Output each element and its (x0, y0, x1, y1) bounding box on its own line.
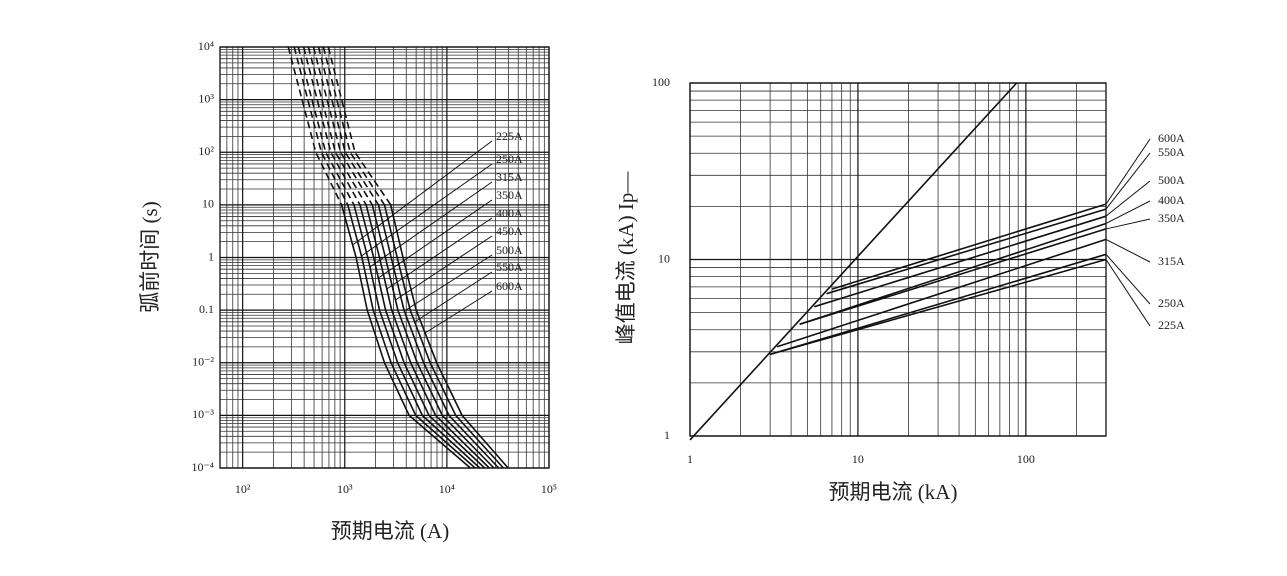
legend-label: 400A (496, 206, 523, 220)
curve (377, 204, 500, 469)
leader-line (1105, 200, 1151, 224)
curve (389, 204, 509, 469)
curve (347, 204, 476, 469)
x-tick-label: 10⁵ (541, 482, 557, 496)
legend-label: 315A (1158, 254, 1185, 268)
curve (799, 222, 1107, 325)
curve (776, 238, 1107, 348)
leader-line (1105, 253, 1151, 305)
leader-line (1105, 218, 1151, 230)
y-tick-label: 100 (652, 75, 670, 89)
y-tick-label: 10² (198, 144, 214, 158)
curve-dashed (322, 46, 386, 206)
legend-label: 315A (496, 170, 523, 184)
curve (799, 228, 1107, 325)
y-tick-label: 10³ (198, 91, 214, 105)
y-tick-label: 10⁻³ (192, 407, 214, 421)
leader-line (1105, 138, 1151, 205)
curve (365, 204, 490, 469)
x-axis-label: 预期电流 (kA) (829, 480, 958, 504)
curve (831, 203, 1107, 290)
y-axis-label: 弧前时间 (s) (138, 201, 162, 312)
legend-label: 550A (1158, 145, 1185, 159)
curve (340, 204, 471, 469)
curve (814, 215, 1107, 308)
x-tick-label: 10³ (337, 482, 353, 496)
legend-label: 350A (496, 188, 523, 202)
x-tick-label: 10⁴ (439, 482, 455, 496)
leader-line (352, 140, 493, 246)
y-tick-label: 10 (658, 251, 670, 265)
curve (371, 204, 495, 469)
legend-label: 350A (1158, 211, 1185, 225)
leader-line (1105, 238, 1151, 263)
leader-line (424, 290, 493, 334)
curve-dashed (312, 46, 373, 206)
leader-line (1105, 259, 1151, 327)
legend-label: 250A (1158, 296, 1185, 310)
x-tick-label: 10² (235, 482, 251, 496)
curve (359, 204, 486, 469)
curve-dashed (287, 46, 343, 206)
y-axis-label: 峰值电流 (kA) Ip— (614, 171, 638, 345)
y-tick-label: 1 (664, 428, 670, 442)
legend-label: 500A (496, 243, 523, 257)
legend-label: 225A (496, 129, 523, 143)
plot-frame (219, 46, 550, 469)
reference-line (689, 82, 1018, 441)
curve-dashed (307, 46, 367, 206)
y-tick-label: 10⁻² (192, 355, 214, 369)
curve (353, 204, 481, 469)
legend-label: 500A (1158, 173, 1185, 187)
curve-dashed (302, 46, 361, 206)
curve-dashed (317, 46, 380, 206)
legend-label: 400A (1158, 193, 1185, 207)
y-tick-label: 10⁻⁴ (191, 460, 214, 474)
curve-dashed (327, 46, 392, 206)
curve (826, 208, 1107, 295)
legend-label: 600A (496, 279, 523, 293)
leader-line (414, 271, 493, 323)
leader-line (361, 163, 493, 257)
y-tick-label: 1 (208, 249, 214, 263)
legend-label: 550A (496, 260, 523, 274)
leader-line (404, 254, 493, 312)
legend-label: 600A (1158, 131, 1185, 145)
leader-line (378, 199, 493, 279)
x-axis-label: 预期电流 (A) (331, 519, 449, 543)
legend-label: 250A (496, 152, 523, 166)
y-tick-label: 10 (202, 197, 214, 211)
y-tick-label: 0.1 (199, 302, 214, 316)
legend-label: 225A (1158, 318, 1185, 332)
x-tick-label: 1 (687, 452, 693, 466)
leader-line (1105, 180, 1151, 217)
curve (769, 258, 1107, 356)
x-tick-label: 10 (852, 452, 864, 466)
curve (769, 253, 1107, 356)
leader-line (1105, 152, 1151, 210)
curve-dashed (297, 46, 355, 206)
leader-line (386, 217, 493, 290)
curve-dashed (293, 46, 349, 206)
legend-label: 450A (496, 224, 523, 238)
x-tick-label: 100 (1017, 452, 1035, 466)
y-tick-label: 10⁴ (198, 39, 214, 53)
curve (383, 204, 504, 469)
